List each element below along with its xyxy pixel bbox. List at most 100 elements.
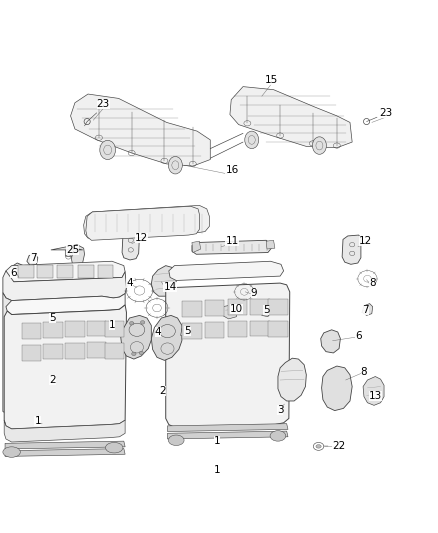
Ellipse shape (132, 352, 136, 356)
Polygon shape (18, 265, 34, 278)
Polygon shape (268, 321, 288, 337)
Polygon shape (167, 424, 288, 432)
Polygon shape (27, 253, 38, 265)
Text: 6: 6 (11, 268, 17, 278)
Ellipse shape (100, 140, 116, 159)
Polygon shape (78, 265, 94, 278)
Polygon shape (251, 299, 270, 314)
Text: 9: 9 (251, 288, 257, 298)
Polygon shape (169, 261, 284, 280)
Text: 10: 10 (230, 304, 243, 314)
Text: 5: 5 (49, 313, 56, 323)
Polygon shape (205, 300, 224, 316)
Ellipse shape (130, 321, 134, 325)
Text: 4: 4 (126, 278, 133, 288)
Polygon shape (167, 431, 288, 439)
Text: 1: 1 (109, 320, 115, 330)
Text: 7: 7 (362, 305, 369, 315)
Polygon shape (362, 304, 373, 316)
Text: 8: 8 (369, 278, 376, 288)
Polygon shape (3, 293, 13, 414)
Polygon shape (9, 263, 26, 292)
Ellipse shape (139, 351, 144, 354)
Polygon shape (4, 420, 125, 442)
Polygon shape (278, 358, 306, 401)
Polygon shape (105, 321, 124, 337)
Polygon shape (98, 265, 113, 278)
Polygon shape (6, 261, 125, 282)
Text: 5: 5 (184, 326, 191, 336)
Polygon shape (266, 240, 275, 249)
Polygon shape (3, 271, 127, 301)
Polygon shape (6, 294, 125, 314)
Polygon shape (192, 240, 272, 254)
Text: 1: 1 (213, 436, 220, 446)
Ellipse shape (312, 137, 326, 154)
Polygon shape (43, 344, 63, 359)
Ellipse shape (168, 435, 184, 446)
Polygon shape (65, 343, 85, 359)
Polygon shape (43, 322, 63, 338)
Polygon shape (182, 302, 201, 317)
Polygon shape (342, 235, 361, 264)
Text: 4: 4 (155, 327, 161, 337)
Text: 23: 23 (379, 108, 392, 118)
Polygon shape (65, 248, 74, 257)
Polygon shape (180, 327, 191, 337)
Polygon shape (105, 343, 124, 359)
Text: 2: 2 (49, 375, 56, 385)
Polygon shape (122, 231, 140, 260)
Ellipse shape (270, 431, 286, 441)
Polygon shape (268, 299, 288, 315)
Text: 12: 12 (134, 233, 148, 243)
Polygon shape (5, 441, 125, 449)
Text: 16: 16 (226, 165, 239, 175)
Polygon shape (121, 316, 151, 359)
Text: 1: 1 (35, 416, 41, 426)
Polygon shape (21, 323, 41, 339)
Polygon shape (151, 316, 182, 360)
Polygon shape (363, 376, 384, 405)
Text: 25: 25 (66, 245, 79, 255)
Text: 5: 5 (263, 305, 269, 315)
Polygon shape (51, 245, 86, 296)
Polygon shape (21, 345, 41, 361)
Ellipse shape (245, 131, 259, 149)
Text: 13: 13 (369, 391, 382, 401)
Polygon shape (166, 283, 290, 428)
Polygon shape (151, 265, 176, 296)
Polygon shape (321, 366, 352, 410)
Polygon shape (205, 322, 224, 338)
Polygon shape (321, 330, 340, 353)
Text: 23: 23 (97, 99, 110, 109)
Polygon shape (251, 321, 270, 336)
Text: 22: 22 (332, 441, 346, 451)
Polygon shape (37, 265, 53, 278)
Polygon shape (87, 321, 106, 336)
Text: 2: 2 (159, 386, 166, 396)
Text: 8: 8 (360, 367, 367, 377)
Polygon shape (262, 306, 271, 317)
Text: 7: 7 (30, 253, 37, 263)
Text: 12: 12 (359, 236, 372, 246)
Polygon shape (47, 312, 54, 322)
Polygon shape (57, 265, 73, 278)
Polygon shape (87, 343, 106, 358)
Text: 11: 11 (226, 236, 239, 246)
Polygon shape (86, 206, 199, 240)
Polygon shape (182, 323, 201, 339)
Polygon shape (223, 305, 237, 319)
Ellipse shape (106, 442, 123, 453)
Ellipse shape (141, 321, 145, 324)
Text: 15: 15 (265, 75, 278, 85)
Text: 6: 6 (355, 332, 362, 341)
Ellipse shape (316, 445, 321, 448)
Polygon shape (230, 87, 352, 148)
Polygon shape (71, 94, 210, 166)
Ellipse shape (168, 157, 182, 174)
Text: 14: 14 (163, 282, 177, 293)
Polygon shape (65, 321, 85, 337)
Polygon shape (228, 299, 247, 315)
Polygon shape (4, 305, 127, 429)
Polygon shape (5, 449, 125, 456)
